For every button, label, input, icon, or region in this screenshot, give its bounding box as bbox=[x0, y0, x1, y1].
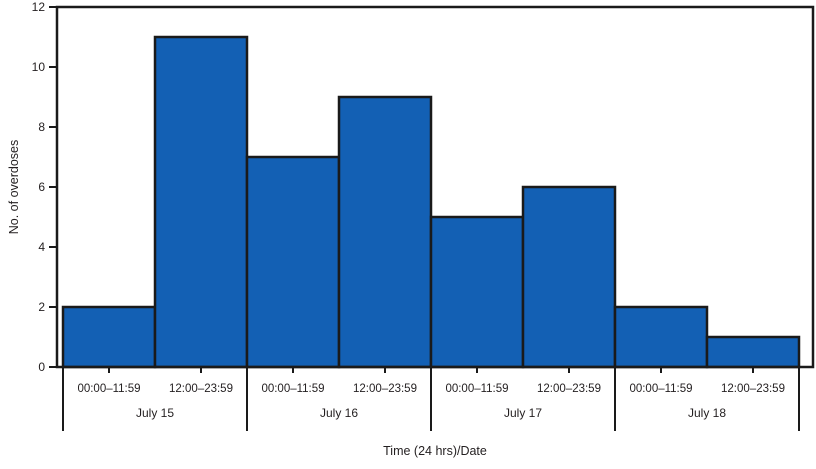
time-period-label: 00:00–11:59 bbox=[445, 383, 508, 395]
time-period-label: 12:00–23:59 bbox=[537, 383, 601, 395]
bar-july18-p0 bbox=[613, 305, 709, 369]
y-tick-label: 2 bbox=[38, 300, 45, 314]
y-tick-label: 4 bbox=[38, 240, 45, 254]
bar-july18-p1 bbox=[705, 335, 801, 369]
bar-july15-p0 bbox=[61, 305, 157, 369]
time-period-label: 12:00–23:59 bbox=[721, 383, 785, 395]
y-axis-title: No. of overdoses bbox=[7, 139, 21, 235]
bar-july15-p1 bbox=[153, 35, 249, 369]
bar-july16-p0 bbox=[245, 155, 341, 369]
time-period-label: 00:00–11:59 bbox=[629, 383, 692, 395]
time-period-label: 00:00–11:59 bbox=[77, 383, 140, 395]
x-axis-title: Time (24 hrs)/Date bbox=[383, 444, 487, 458]
date-label: July 18 bbox=[688, 406, 726, 420]
date-label: July 16 bbox=[320, 406, 358, 420]
y-tick-label: 6 bbox=[38, 180, 45, 194]
y-tick-label: 8 bbox=[38, 120, 45, 134]
bar-july17-p1 bbox=[521, 185, 617, 369]
bar-july17-p0 bbox=[429, 215, 525, 369]
y-tick-label: 12 bbox=[32, 0, 46, 14]
y-tick-label: 10 bbox=[32, 60, 46, 74]
time-period-label: 12:00–23:59 bbox=[169, 383, 233, 395]
bar-july16-p1 bbox=[337, 95, 433, 369]
time-period-label: 00:00–11:59 bbox=[261, 383, 324, 395]
time-period-label: 12:00–23:59 bbox=[353, 383, 417, 395]
date-label: July 15 bbox=[136, 406, 174, 420]
y-tick-label: 0 bbox=[38, 360, 45, 374]
date-label: July 17 bbox=[504, 406, 542, 420]
